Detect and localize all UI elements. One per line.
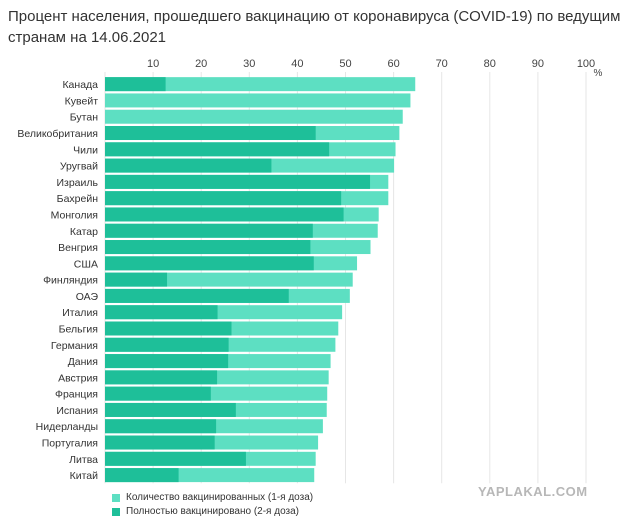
bar-full — [105, 451, 246, 466]
bar-first-dose — [105, 77, 416, 92]
category-label: США — [74, 258, 98, 270]
category-label: Дания — [68, 356, 98, 368]
category-label: Израиль — [56, 177, 98, 189]
bar-first-dose — [105, 109, 403, 124]
legend-label-full: Полностью вакцинировано (2-я доза) — [126, 506, 299, 517]
bar-full — [105, 158, 272, 173]
legend-swatch-full — [112, 507, 120, 516]
category-label: Китай — [70, 470, 99, 482]
bar-full — [105, 256, 314, 271]
category-label: Канада — [62, 79, 98, 91]
bar-full — [105, 321, 232, 336]
bar-full — [105, 370, 218, 385]
x-tick-label: 50 — [339, 58, 351, 70]
category-label: Бахрейн — [57, 193, 99, 205]
chart-title: Процент населения, прошедшего вакцинацию… — [8, 8, 621, 46]
bar-full — [105, 223, 313, 238]
bar-full — [105, 468, 179, 483]
bar-full — [105, 126, 316, 141]
bar-full — [105, 240, 311, 255]
legend-full: Полностью вакцинировано (2-я доза) — [112, 506, 299, 517]
x-tick-label: 30 — [243, 58, 255, 70]
legend-first-dose: Количество вакцинированных (1-я доза) — [112, 492, 313, 503]
bars-layer — [105, 77, 416, 483]
category-label: Финляндия — [43, 275, 98, 287]
bar-full — [105, 386, 211, 401]
category-label: Чили — [73, 144, 98, 156]
bar-full — [105, 191, 342, 206]
category-label: Венгрия — [58, 242, 98, 254]
bar-full — [105, 207, 344, 222]
legend-label-first-dose: Количество вакцинированных (1-я доза) — [126, 492, 314, 503]
category-label: Бельгия — [59, 323, 98, 335]
category-label: Испания — [56, 405, 98, 417]
x-tick-label: 20 — [195, 58, 207, 70]
legend-swatch-first-dose — [112, 493, 120, 502]
x-unit-label: % — [594, 68, 603, 79]
category-label: Бутан — [70, 112, 98, 124]
category-label: Австрия — [58, 372, 98, 384]
bar-full — [105, 435, 215, 450]
bar-full — [105, 142, 330, 157]
bar-full — [105, 288, 289, 303]
bar-full — [105, 174, 371, 189]
x-tick-label: 40 — [291, 58, 303, 70]
category-label: Германия — [51, 340, 98, 352]
bar-full — [105, 337, 229, 352]
bar-full — [105, 419, 217, 434]
category-label: Франция — [55, 389, 98, 401]
category-label: Нидерланды — [36, 421, 98, 433]
category-label: Литва — [69, 454, 98, 466]
watermark: YAPLAKAL.COM — [478, 484, 588, 499]
bar-first-dose — [105, 93, 411, 108]
category-label: ОАЭ — [76, 291, 99, 303]
bar-full — [105, 305, 218, 320]
bar-full — [105, 354, 229, 369]
category-label: Италия — [62, 307, 98, 319]
x-tick-label: 60 — [387, 58, 399, 70]
bar-full — [105, 402, 236, 417]
category-label: Великобритания — [17, 128, 98, 140]
bar-full — [105, 77, 166, 92]
category-label: Кувейт — [65, 95, 99, 107]
x-tick-label: 10 — [147, 58, 159, 70]
x-tick-label: 80 — [484, 58, 496, 70]
category-label: Португалия — [42, 438, 98, 450]
category-label: Катар — [70, 226, 98, 238]
x-tick-label: 70 — [436, 58, 448, 70]
category-label: Уругвай — [60, 161, 98, 173]
category-label: Монголия — [51, 209, 98, 221]
bar-full — [105, 272, 168, 287]
labels-layer: 10 20 30 40 50 60 70 80 90 100% Канада Кувейт Бутан В… — [17, 58, 602, 482]
x-tick-label: 90 — [532, 58, 544, 70]
x-tick-label: 100 — [577, 58, 595, 70]
